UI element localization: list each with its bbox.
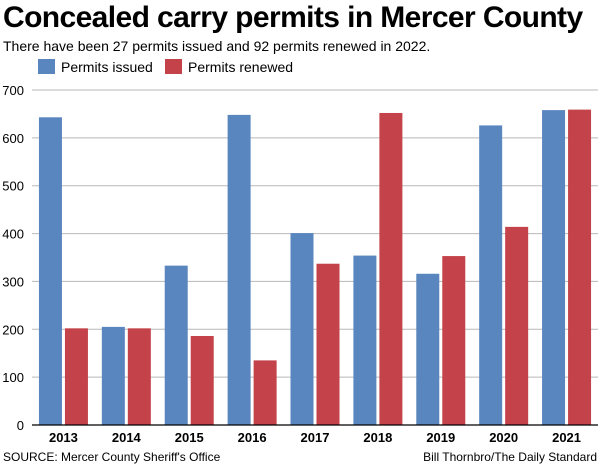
x-tick-label: 2021	[552, 430, 581, 445]
credit-note: Bill Thornbro/The Daily Standard	[423, 450, 597, 464]
x-tick-label: 2014	[112, 430, 142, 445]
axes: 0 100 200 300 400 500 600 700 2013 2014 2015 2016 20…	[2, 83, 598, 445]
x-tick-label: 2019	[426, 430, 455, 445]
legend-swatch-1	[165, 59, 182, 74]
bar-issued-2019	[416, 273, 440, 425]
bar-issued-2015	[164, 265, 188, 425]
x-tick-label: 2018	[363, 430, 392, 445]
bar-issued-2017	[290, 233, 314, 425]
bar-issued-2018	[353, 255, 377, 425]
chart-subtitle: There have been 27 permits issued and 92…	[3, 38, 431, 54]
y-tick-label: 600	[2, 131, 24, 146]
bar-issued-2020	[479, 125, 503, 426]
bar-issued-2014	[101, 326, 125, 425]
bar-renewed-2021	[568, 109, 592, 425]
x-tick-label: 2016	[238, 430, 267, 445]
x-tick-label: 2015	[175, 430, 204, 445]
y-tick-label: 200	[2, 322, 24, 337]
y-tick-label: 300	[2, 274, 24, 289]
legend-label-0: Permits issued	[61, 59, 153, 75]
y-tick-label: 100	[2, 370, 24, 385]
bars	[38, 109, 592, 426]
y-tick-label: 500	[2, 179, 24, 194]
y-tick-label: 0	[17, 418, 24, 433]
legend: Permits issued Permits renewed	[38, 59, 293, 75]
x-tick-label: 2017	[301, 430, 330, 445]
bar-renewed-2014	[127, 328, 151, 425]
x-tick-label: 2020	[489, 430, 518, 445]
bar-renewed-2013	[64, 328, 88, 425]
bar-renewed-2018	[379, 112, 403, 425]
bar-issued-2021	[542, 110, 566, 425]
bar-renewed-2015	[190, 335, 214, 425]
bar-renewed-2020	[505, 226, 529, 425]
x-tick-label: 2013	[49, 430, 78, 445]
chart-title: Concealed carry permits in Mercer County	[3, 1, 583, 34]
bar-renewed-2019	[442, 256, 466, 425]
legend-swatch-0	[38, 59, 55, 74]
y-tick-label: 700	[2, 83, 24, 98]
bar-issued-2016	[227, 114, 251, 425]
bar-renewed-2017	[316, 263, 340, 425]
bar-renewed-2016	[253, 360, 277, 425]
source-note: SOURCE: Mercer County Sheriff's Office	[3, 450, 221, 464]
bar-issued-2013	[38, 117, 62, 426]
y-tick-label: 400	[2, 227, 24, 242]
legend-label-1: Permits renewed	[188, 59, 293, 75]
